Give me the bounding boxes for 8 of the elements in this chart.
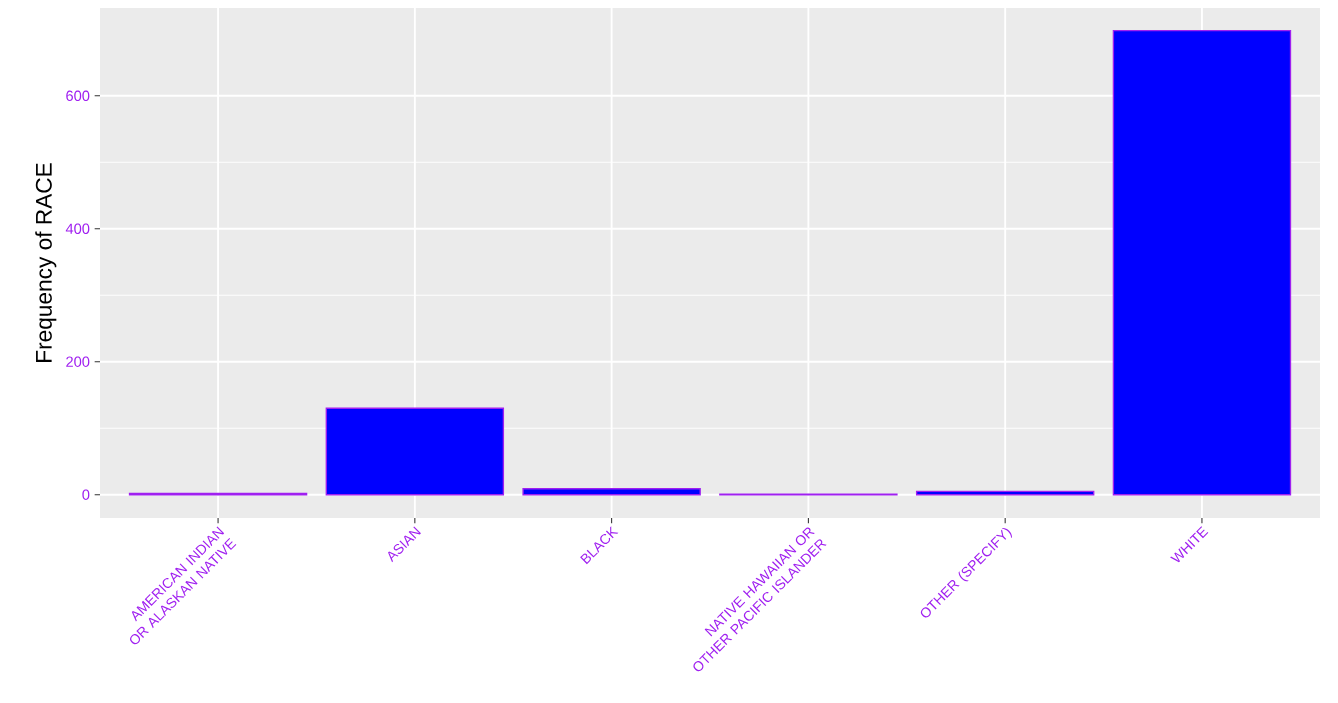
bar xyxy=(1112,29,1292,496)
y-axis-title: Frequency of RACE xyxy=(35,163,57,362)
bar xyxy=(325,407,505,496)
y-tick-label: 400 xyxy=(65,223,90,234)
y-tick-label: 0 xyxy=(82,489,90,500)
y-tick-label: 600 xyxy=(66,90,90,101)
y-tick-label: 200 xyxy=(66,356,90,367)
bar xyxy=(522,488,701,496)
